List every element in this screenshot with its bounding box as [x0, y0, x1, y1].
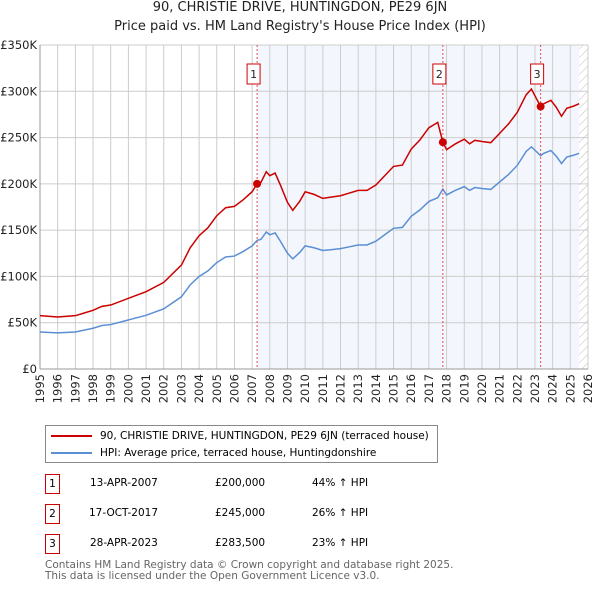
x-tick-label: 2020 — [475, 374, 489, 403]
x-tick-label: 2017 — [422, 374, 436, 403]
sale-marker-box — [432, 63, 447, 85]
future-hatch — [579, 45, 588, 369]
x-tick-label: 1996 — [51, 374, 65, 403]
sale-hpi-diff: 44% ↑ HPI — [312, 477, 369, 489]
y-tick-label: £100K — [0, 269, 37, 283]
x-tick-label: 2012 — [334, 374, 348, 403]
y-tick-label: £350K — [0, 38, 37, 52]
chart-title: 90, CHRISTIE DRIVE, HUNTINGDON, PE29 6JN — [152, 0, 448, 15]
sale-marker-label: 2 — [45, 504, 60, 524]
legend-swatch-hpi — [51, 452, 92, 454]
x-tick-label: 2006 — [227, 374, 241, 403]
x-tick-label: 2023 — [528, 374, 542, 403]
x-tick-label: 2001 — [139, 374, 153, 403]
x-tick-label: 2016 — [404, 374, 418, 403]
chart-plot: 1995 1996 1997 1998 1999 2000 2001 2002 2003 2004… — [0, 38, 595, 403]
x-tick-label: 2024 — [546, 374, 560, 403]
x-tick-label: 1999 — [104, 374, 118, 403]
sale-date: 28-APR-2023 — [90, 537, 158, 549]
x-tick-label: 2008 — [263, 374, 277, 403]
x-tick-label: 1997 — [68, 374, 82, 403]
footer-licence: This data is licensed under the Open Gov… — [45, 570, 380, 582]
chart-subtitle: Price paid vs. HM Land Registry's House … — [114, 19, 486, 34]
x-tick-label: 2013 — [351, 374, 365, 403]
sale-price: £245,000 — [215, 507, 266, 519]
legend-swatch-property — [51, 435, 92, 437]
sale-date: 13-APR-2007 — [90, 477, 158, 489]
x-tick-label: 2025 — [563, 374, 577, 403]
sale-hpi-diff: 26% ↑ HPI — [312, 507, 369, 519]
x-tick-label: 2004 — [192, 374, 206, 403]
sale-marker-label: 3 — [534, 68, 541, 81]
sale-marker-label: 2 — [436, 68, 443, 81]
x-tick-label: 2007 — [245, 374, 259, 403]
sale-marker-box — [246, 63, 261, 85]
sale-point — [438, 138, 447, 147]
legend-label: 90, CHRISTIE DRIVE, HUNTINGDON, PE29 6JN… — [100, 430, 429, 442]
x-tick-label: 2000 — [121, 374, 135, 403]
x-tick-label: 1998 — [86, 374, 100, 403]
x-tick-label: 2014 — [369, 374, 383, 403]
sale-date: 17-OCT-2017 — [89, 507, 158, 519]
x-tick-label: 2021 — [493, 374, 507, 403]
hpi-line — [39, 145, 580, 334]
property-price-line — [39, 87, 580, 318]
sale-hpi-diff: 23% ↑ HPI — [312, 537, 369, 549]
y-tick-label: £200K — [0, 177, 37, 191]
x-tick-label: 2019 — [457, 374, 471, 403]
y-tick-label: £250K — [0, 131, 37, 145]
legend-label: HPI: Average price, terraced house, Hunt… — [100, 447, 377, 459]
sale-price: £200,000 — [215, 477, 266, 489]
sale-marker-label: 1 — [45, 474, 60, 494]
x-tick-label: 2002 — [157, 374, 171, 403]
x-tick-label: 2018 — [440, 374, 454, 403]
x-tick-label: 2026 — [581, 374, 595, 403]
x-tick-label: 2015 — [387, 374, 401, 403]
x-tick-label: 2005 — [210, 374, 224, 403]
sale-point — [253, 179, 262, 188]
y-tick-label: £150K — [0, 223, 37, 237]
y-tick-label: £50K — [8, 316, 38, 330]
y-tick-label: £0 — [22, 362, 37, 376]
sale-marker-box — [530, 63, 545, 85]
ownership-shading — [257, 45, 580, 369]
x-tick-label: 2009 — [280, 374, 294, 403]
legend: 90, CHRISTIE DRIVE, HUNTINGDON, PE29 6JN… — [45, 425, 438, 463]
x-tick-label: 2003 — [174, 374, 188, 403]
y-tick-label: £300K — [0, 84, 37, 98]
x-tick-label: 1995 — [33, 374, 47, 403]
footer-copyright: Contains HM Land Registry data © Crown c… — [45, 559, 454, 571]
x-tick-label: 2011 — [316, 374, 330, 403]
sale-marker-label: 3 — [45, 534, 60, 554]
sale-price: £283,500 — [215, 537, 266, 549]
sale-marker-label: 1 — [250, 68, 257, 81]
x-tick-label: 2010 — [298, 374, 312, 403]
sale-point — [536, 102, 545, 111]
x-tick-label: 2022 — [510, 374, 524, 403]
